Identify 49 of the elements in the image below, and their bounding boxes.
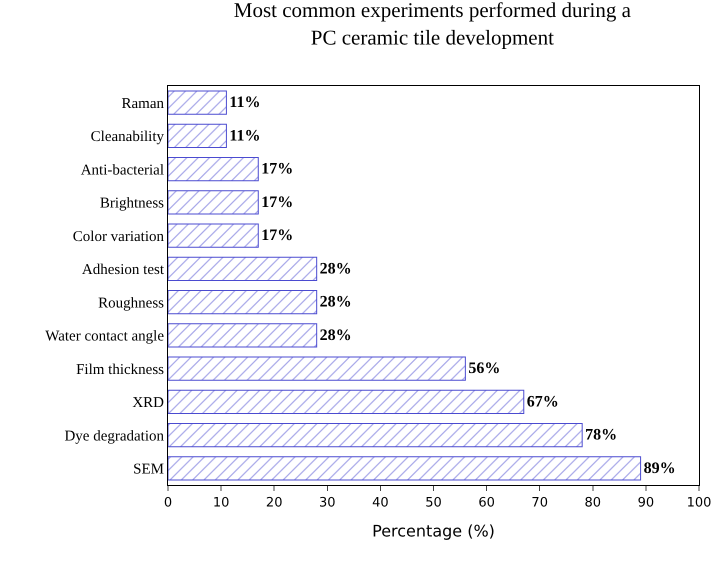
data-label: 78% xyxy=(585,426,618,444)
bar xyxy=(168,90,227,115)
x-tick-label: 100 xyxy=(686,496,712,511)
y-tick-label: Film thickness xyxy=(76,362,164,378)
bar xyxy=(168,256,318,282)
y-tick-label: Water contact angle xyxy=(45,328,164,345)
x-tick-label: 0 xyxy=(164,496,172,511)
x-tick-label: 40 xyxy=(372,496,389,511)
y-tick-label: Adhesion test xyxy=(82,262,165,278)
y-tick-label: Cleanability xyxy=(90,129,164,146)
bar xyxy=(168,456,642,481)
x-axis-title: Percentage (%) xyxy=(372,521,495,540)
x-tick-label: 60 xyxy=(478,496,495,511)
y-tick-label: Dye degradation xyxy=(64,428,164,444)
bar xyxy=(168,356,466,381)
data-label: 17% xyxy=(261,194,294,211)
data-label: 67% xyxy=(526,393,559,410)
y-tick-label: SEM xyxy=(133,462,164,478)
data-label: 17% xyxy=(261,160,294,178)
chart-title: Most common experiments performed during a PC ceramic tile development xyxy=(234,0,632,50)
y-tick-label: Raman xyxy=(122,96,164,112)
bar xyxy=(168,156,259,182)
y-tick-label: Roughness xyxy=(98,295,164,312)
data-label: 89% xyxy=(644,460,676,477)
x-tick-label: 10 xyxy=(212,496,230,511)
y-tick-label: Brightness xyxy=(100,196,164,212)
data-label: 56% xyxy=(468,360,500,378)
bar xyxy=(168,190,259,215)
x-tick-label: 20 xyxy=(266,496,282,511)
bar xyxy=(168,290,318,314)
bar xyxy=(168,390,524,414)
x-tick-label: 70 xyxy=(531,496,548,511)
x-tick-label: 90 xyxy=(638,496,654,511)
data-label: 17% xyxy=(261,227,294,244)
bar xyxy=(168,422,583,448)
y-tick-label: Color variation xyxy=(72,228,164,245)
x-tick-label: 50 xyxy=(425,496,442,511)
data-label: 11% xyxy=(229,127,261,144)
bar xyxy=(168,124,227,148)
x-tick-label: 30 xyxy=(319,496,336,511)
data-label: 28% xyxy=(320,294,352,311)
y-tick-label: Anti-bacterial xyxy=(80,162,164,178)
x-tick-label: 80 xyxy=(584,496,602,511)
data-label: 28% xyxy=(320,260,352,278)
data-label: 11% xyxy=(229,94,261,112)
data-label: 28% xyxy=(320,326,352,344)
y-tick-label: XRD xyxy=(132,395,164,412)
bar xyxy=(168,223,259,248)
bar xyxy=(168,323,318,348)
